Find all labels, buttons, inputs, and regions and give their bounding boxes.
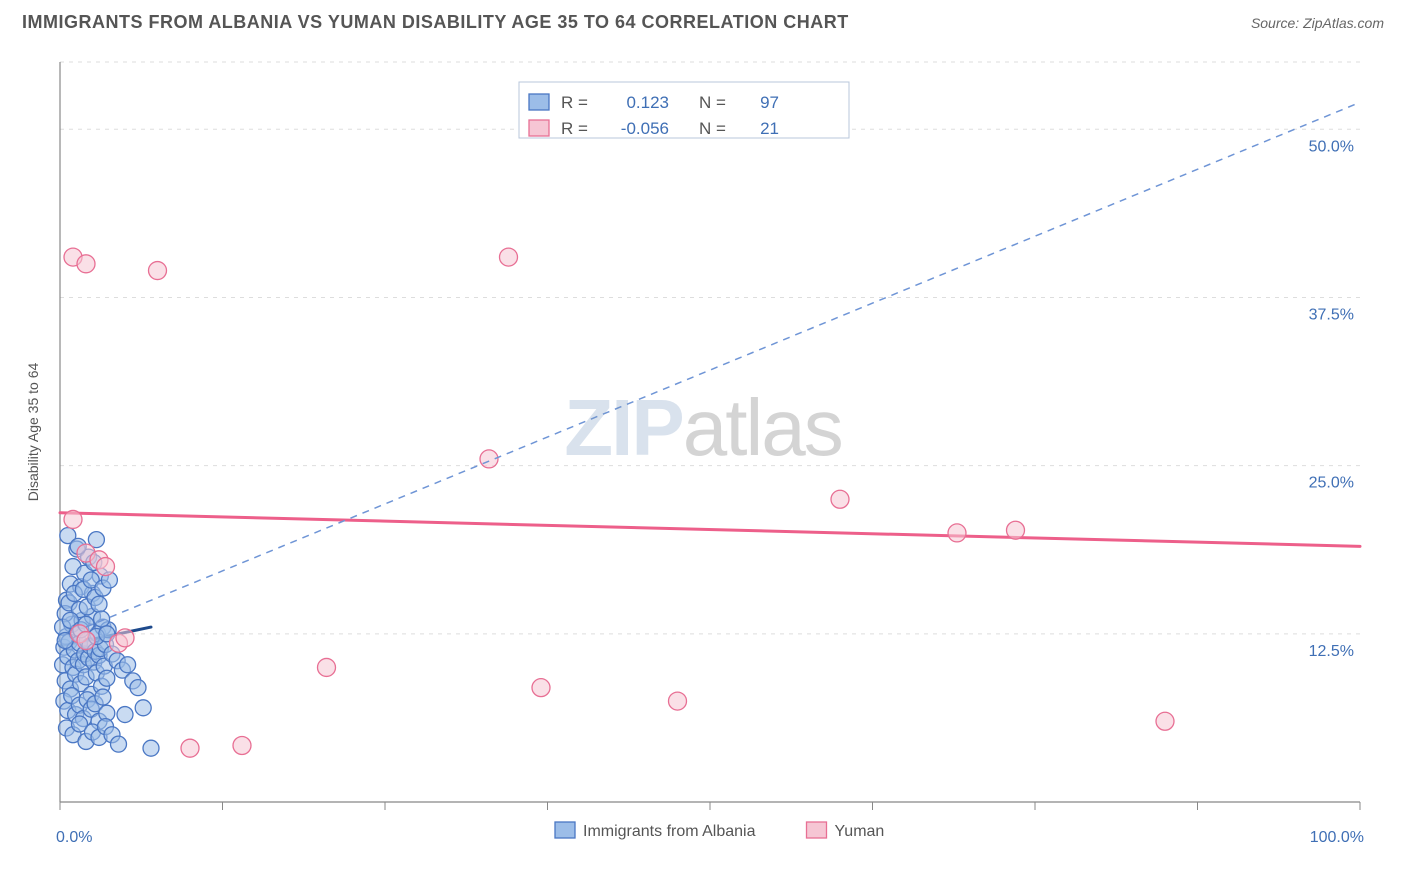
data-point	[99, 670, 115, 686]
data-point	[1007, 521, 1025, 539]
legend-r-label: R =	[561, 119, 588, 138]
bottom-legend: Immigrants from Albania Yuman	[555, 822, 884, 840]
data-point	[77, 255, 95, 273]
data-point	[77, 632, 95, 650]
x-tick-label: 0.0%	[56, 829, 92, 846]
data-point	[94, 611, 110, 627]
data-point	[1156, 712, 1174, 730]
data-point	[669, 692, 687, 710]
y-tick-label: 12.5%	[1309, 643, 1354, 660]
y-tick-label: 37.5%	[1309, 306, 1354, 323]
legend-r-value: 0.123	[626, 93, 669, 112]
data-point	[318, 658, 336, 676]
y-axis-label: Disability Age 35 to 64	[25, 363, 41, 502]
data-point	[120, 657, 136, 673]
y-tick-label: 25.0%	[1309, 475, 1354, 492]
legend-n-value: 97	[760, 93, 779, 112]
header: IMMIGRANTS FROM ALBANIA VS YUMAN DISABIL…	[0, 0, 1406, 41]
data-point	[91, 596, 107, 612]
data-point	[64, 510, 82, 528]
legend-r-label: R =	[561, 93, 588, 112]
legend-box: R = 0.123 N = 97 R = -0.056 N = 21	[519, 82, 849, 138]
x-tick-label: 100.0%	[1310, 829, 1364, 846]
chart-title: IMMIGRANTS FROM ALBANIA VS YUMAN DISABIL…	[22, 12, 849, 33]
data-point	[831, 490, 849, 508]
bottom-legend-label: Yuman	[835, 823, 885, 840]
data-point	[130, 680, 146, 696]
data-point	[111, 736, 127, 752]
data-point	[948, 524, 966, 542]
bottom-legend-swatch	[555, 822, 575, 838]
correlation-chart-svg: 0.0% 100.0% 12.5% 25.0% 37.5% 50.0% Disability…	[20, 46, 1386, 876]
data-point	[117, 707, 133, 723]
data-point	[532, 679, 550, 697]
data-point	[95, 689, 111, 705]
legend-r-value: -0.056	[621, 119, 669, 138]
legend-n-label: N =	[699, 119, 726, 138]
legend-n-label: N =	[699, 93, 726, 112]
data-point	[135, 700, 151, 716]
bottom-legend-label: Immigrants from Albania	[583, 823, 756, 840]
legend-n-value: 21	[760, 119, 779, 138]
legend-swatch	[529, 94, 549, 110]
legend-swatch	[529, 120, 549, 136]
chart-area: 0.0% 100.0% 12.5% 25.0% 37.5% 50.0% Disability…	[20, 46, 1386, 876]
bottom-legend-swatch	[807, 822, 827, 838]
data-point	[181, 739, 199, 757]
data-point	[116, 629, 134, 647]
data-point	[233, 736, 251, 754]
y-tick-label: 50.0%	[1309, 138, 1354, 155]
source-label: Source: ZipAtlas.com	[1251, 15, 1384, 31]
data-point	[500, 248, 518, 266]
data-point	[97, 558, 115, 576]
data-point	[143, 740, 159, 756]
data-point	[149, 262, 167, 280]
